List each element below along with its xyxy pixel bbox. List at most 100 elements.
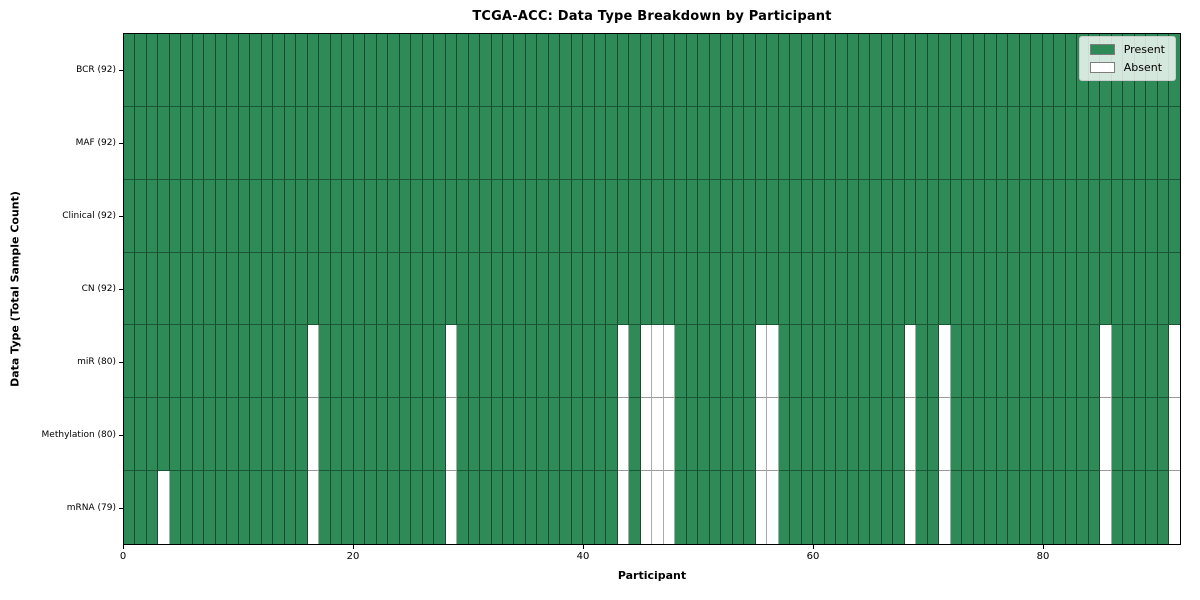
heatmap-cell xyxy=(1077,179,1089,253)
heatmap-cell xyxy=(709,325,722,399)
legend-label: Absent xyxy=(1123,61,1163,74)
heatmap-cell xyxy=(261,325,274,399)
heatmap-cell xyxy=(445,106,458,180)
heatmap-cell xyxy=(950,179,963,253)
heatmap-cell xyxy=(847,34,859,107)
heatmap-cell xyxy=(709,471,722,545)
heatmap-cell xyxy=(548,106,561,180)
heatmap-cell xyxy=(434,325,446,399)
y-tick-mark xyxy=(119,289,123,290)
heatmap-cell xyxy=(411,398,423,472)
heatmap-cell xyxy=(330,471,343,545)
heatmap-cell xyxy=(663,398,676,472)
heatmap-cell xyxy=(640,398,653,472)
heatmap-cell xyxy=(169,398,182,472)
heatmap-cell xyxy=(1031,398,1043,472)
heatmap-cell xyxy=(261,34,274,107)
heatmap-cell xyxy=(962,325,974,399)
heatmap-cell xyxy=(376,179,389,253)
heatmap-cell xyxy=(273,471,285,545)
heatmap-cell xyxy=(388,252,400,326)
heatmap-cell xyxy=(1157,398,1170,472)
heatmap-cell xyxy=(973,179,986,253)
heatmap-cell xyxy=(801,106,814,180)
legend: Present Absent xyxy=(1078,36,1176,81)
heatmap-row xyxy=(124,106,1180,180)
heatmap-cell xyxy=(629,252,641,326)
heatmap-cell xyxy=(1134,325,1147,399)
heatmap-cell xyxy=(1054,325,1066,399)
heatmap-cell xyxy=(250,252,262,326)
heatmap-cell xyxy=(468,106,481,180)
heatmap-cell xyxy=(985,471,997,545)
heatmap-cell xyxy=(617,106,630,180)
heatmap-cell xyxy=(721,252,733,326)
heatmap-cell xyxy=(560,398,572,472)
heatmap-cell xyxy=(525,106,538,180)
heatmap-cell xyxy=(571,471,584,545)
heatmap-cell xyxy=(893,106,905,180)
heatmap-cell xyxy=(146,106,159,180)
heatmap-cell xyxy=(617,252,630,326)
heatmap-cell xyxy=(1123,325,1135,399)
heatmap-cell xyxy=(732,34,745,107)
x-tick-label: 20 xyxy=(346,551,360,562)
heatmap-cell xyxy=(365,106,377,180)
heatmap-row xyxy=(124,471,1180,545)
heatmap-cell xyxy=(881,106,894,180)
heatmap-cell xyxy=(468,471,481,545)
heatmap-cell xyxy=(1042,398,1055,472)
heatmap-cell xyxy=(721,398,733,472)
heatmap-cell xyxy=(204,252,216,326)
heatmap-cell xyxy=(1157,325,1170,399)
heatmap-cell xyxy=(617,34,630,107)
heatmap-cell xyxy=(261,252,274,326)
heatmap-cell xyxy=(950,398,963,472)
heatmap-cell xyxy=(1169,179,1180,253)
heatmap-cell xyxy=(181,325,193,399)
heatmap-cell xyxy=(721,179,733,253)
heatmap-cell xyxy=(732,471,745,545)
heatmap-cell xyxy=(663,471,676,545)
heatmap-cell xyxy=(365,325,377,399)
heatmap-cell xyxy=(767,471,779,545)
heatmap-cell xyxy=(181,471,193,545)
heatmap-cell xyxy=(146,179,159,253)
heatmap-cell xyxy=(881,471,894,545)
heatmap-cell xyxy=(732,325,745,399)
heatmap-cell xyxy=(319,34,331,107)
heatmap-cell xyxy=(548,34,561,107)
heatmap-cell xyxy=(445,252,458,326)
x-tick-mark xyxy=(813,545,814,549)
heatmap-cell xyxy=(227,252,239,326)
heatmap-cell xyxy=(376,398,389,472)
heatmap-cell xyxy=(1077,252,1089,326)
heatmap-cell xyxy=(881,398,894,472)
heatmap-cell xyxy=(847,325,859,399)
heatmap-plot-area xyxy=(123,33,1181,545)
heatmap-cell xyxy=(158,179,170,253)
heatmap-cell xyxy=(813,471,825,545)
heatmap-cell xyxy=(411,471,423,545)
heatmap-cell xyxy=(652,179,664,253)
heatmap-cell xyxy=(560,252,572,326)
heatmap-cell xyxy=(296,179,308,253)
heatmap-cell xyxy=(342,252,354,326)
heatmap-cell xyxy=(675,398,687,472)
heatmap-cell xyxy=(457,398,469,472)
heatmap-cell xyxy=(1157,106,1170,180)
heatmap-cell xyxy=(594,106,607,180)
heatmap-cell xyxy=(514,106,526,180)
heatmap-cell xyxy=(950,34,963,107)
heatmap-cell xyxy=(652,34,664,107)
heatmap-cell xyxy=(1054,252,1066,326)
heatmap-cell xyxy=(1088,106,1101,180)
heatmap-cell xyxy=(927,179,940,253)
heatmap-row xyxy=(124,179,1180,253)
heatmap-cell xyxy=(480,106,492,180)
heatmap-cell xyxy=(537,179,549,253)
heatmap-cell xyxy=(698,179,710,253)
heatmap-cell xyxy=(755,471,768,545)
heatmap-cell xyxy=(548,398,561,472)
heatmap-cell xyxy=(675,325,687,399)
